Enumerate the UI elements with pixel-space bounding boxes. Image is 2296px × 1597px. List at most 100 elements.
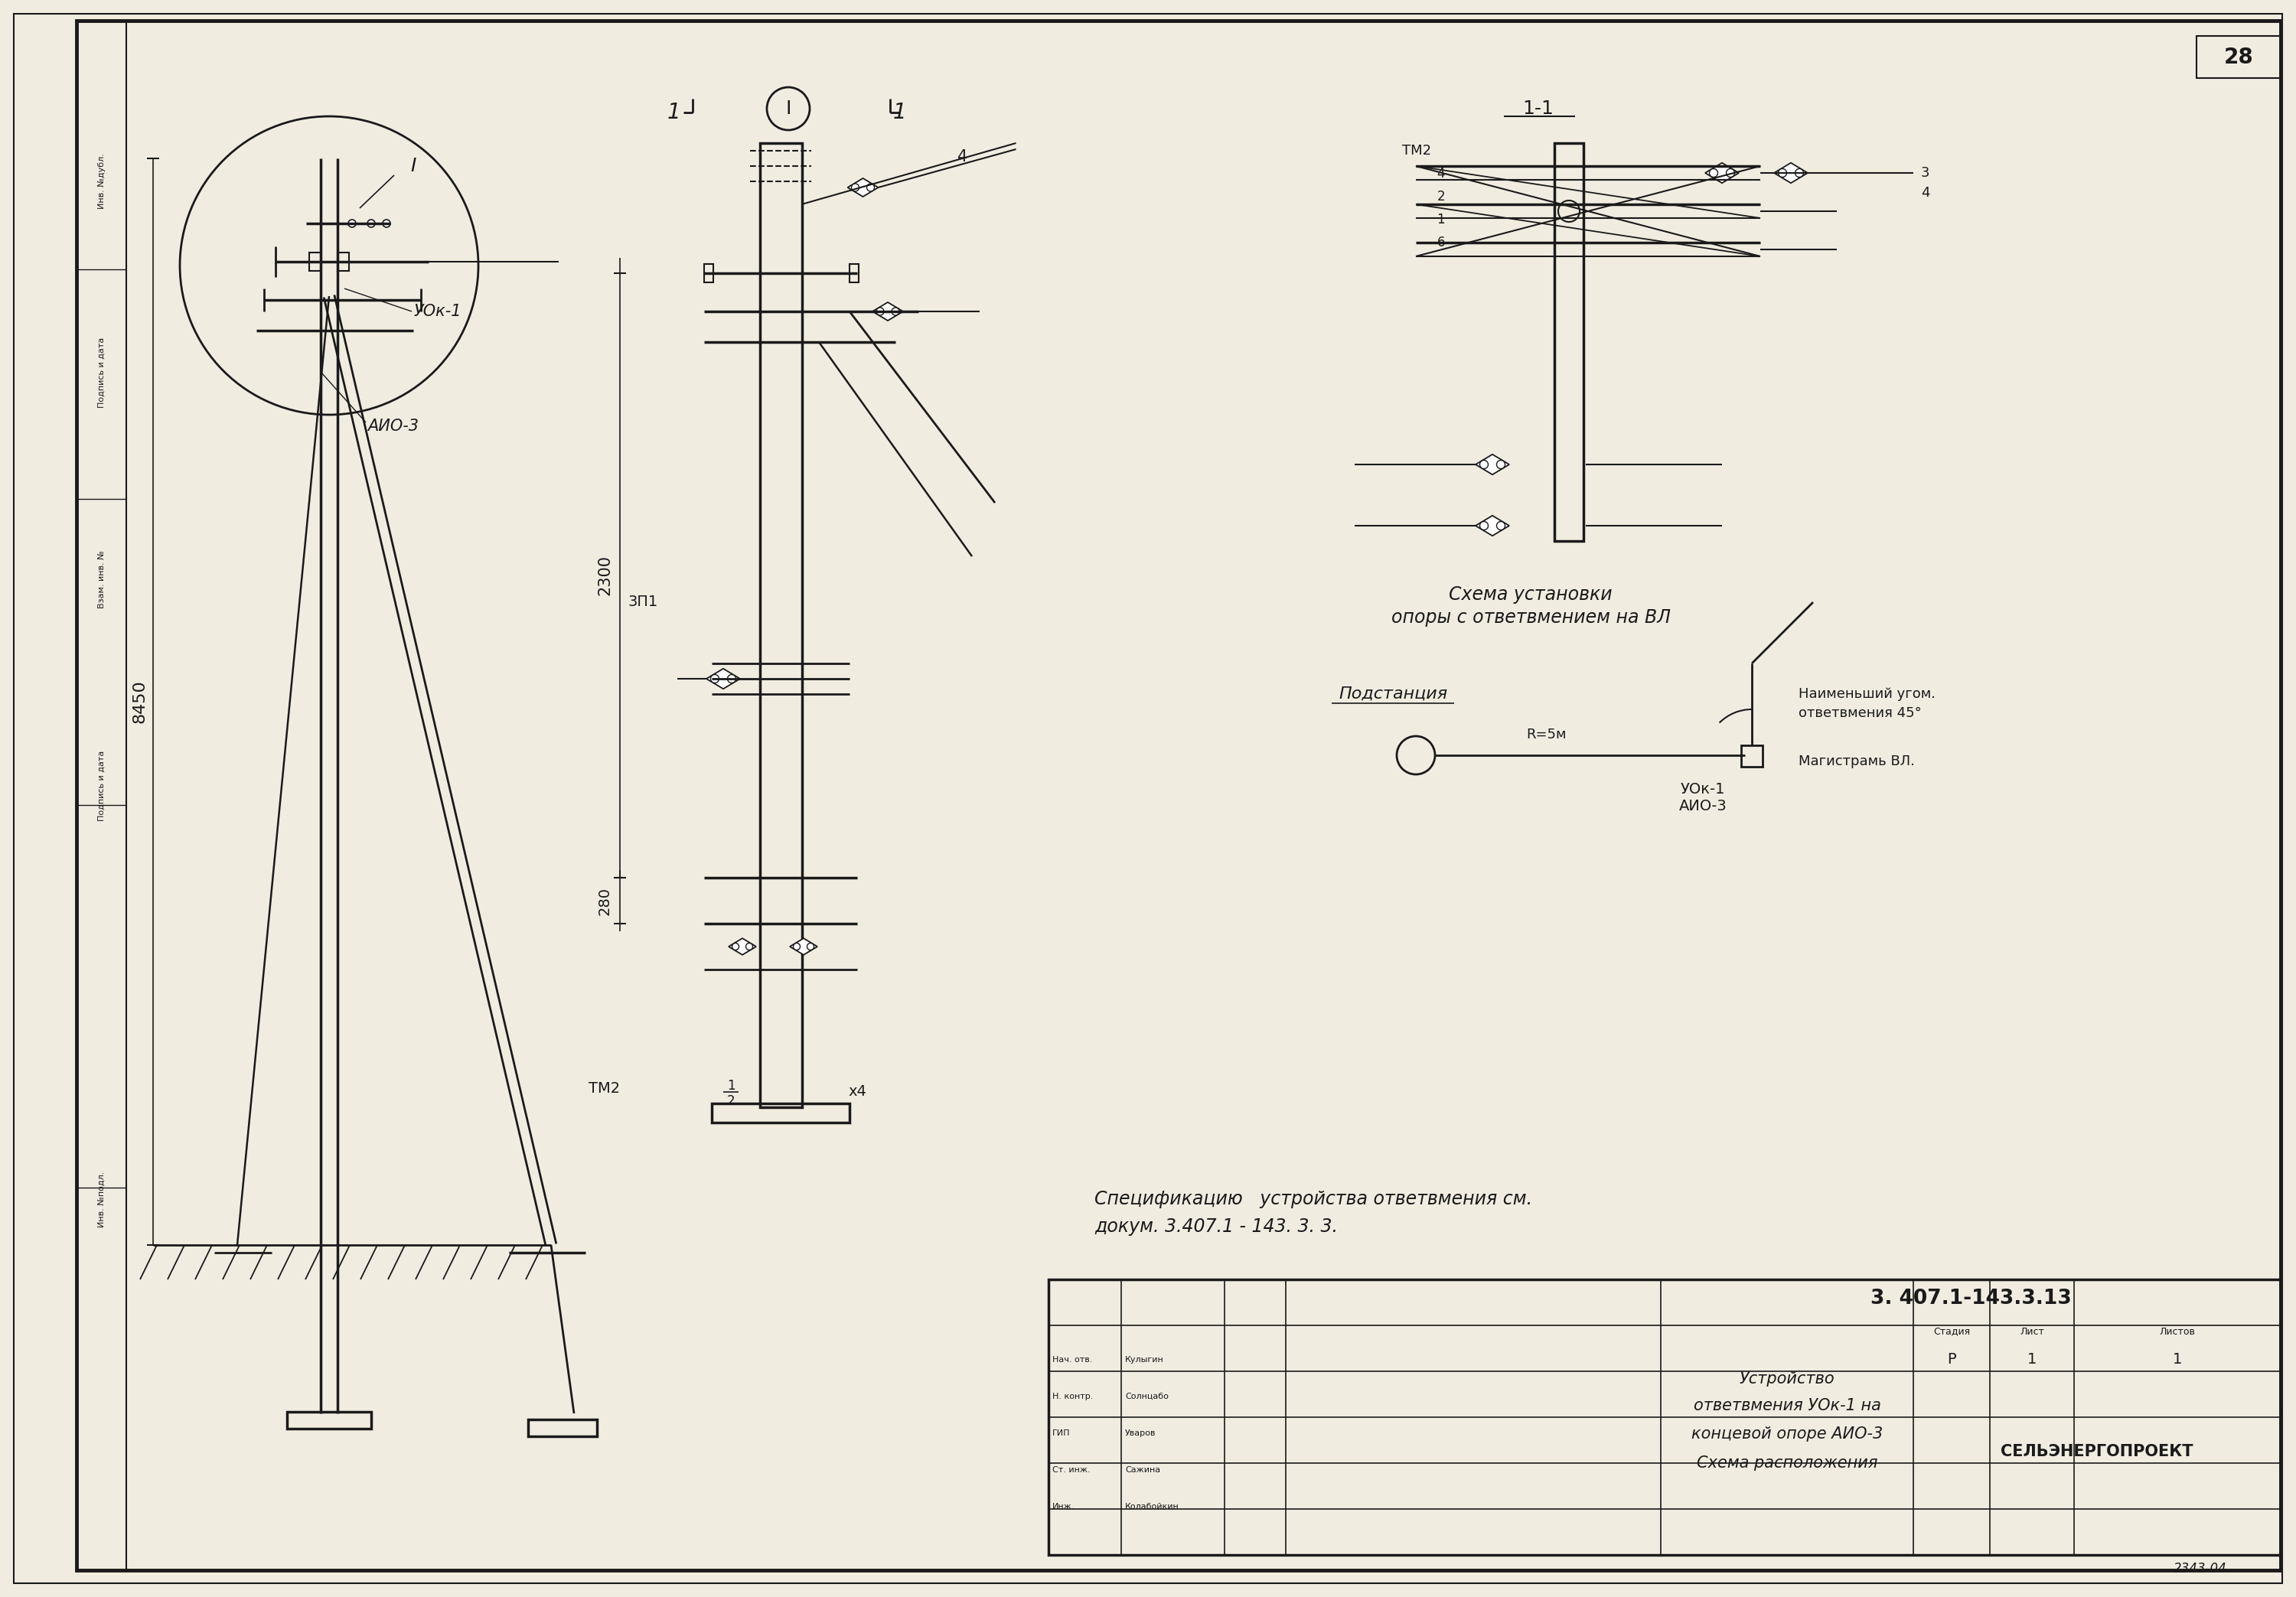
Polygon shape xyxy=(1775,163,1807,184)
Circle shape xyxy=(794,944,799,950)
Text: Кулыгин: Кулыгин xyxy=(1125,1356,1164,1364)
Bar xyxy=(310,252,321,271)
Text: ТМ2: ТМ2 xyxy=(588,1081,620,1096)
Text: 4: 4 xyxy=(957,149,967,164)
Text: Схема расположения: Схема расположения xyxy=(1697,1455,1878,1471)
Bar xyxy=(760,144,801,1107)
Text: опоры с ответвмением на ВЛ: опоры с ответвмением на ВЛ xyxy=(1391,608,1669,626)
Text: R=5м: R=5м xyxy=(1527,728,1566,741)
Text: Подпись и дата: Подпись и дата xyxy=(99,751,106,821)
Text: СЕЛЬЭНЕРГОПРОЕКТ: СЕЛЬЭНЕРГОПРОЕКТ xyxy=(2000,1444,2193,1460)
Text: ГИП: ГИП xyxy=(1052,1429,1070,1437)
Circle shape xyxy=(1777,169,1786,177)
Circle shape xyxy=(746,944,753,950)
Text: Устройство: Устройство xyxy=(1740,1372,1835,1386)
Text: 1-1: 1-1 xyxy=(1522,99,1554,118)
Text: 3П1: 3П1 xyxy=(627,596,657,610)
Text: Сажина: Сажина xyxy=(1125,1466,1159,1474)
Polygon shape xyxy=(847,179,877,196)
Circle shape xyxy=(728,674,735,684)
Text: концевой опоре АИО-3: концевой опоре АИО-3 xyxy=(1692,1426,1883,1442)
Text: 8450: 8450 xyxy=(131,680,147,723)
Circle shape xyxy=(1396,736,1435,775)
Text: Подстанция: Подстанция xyxy=(1339,687,1446,701)
Circle shape xyxy=(767,88,810,129)
Polygon shape xyxy=(707,669,739,688)
Circle shape xyxy=(1497,522,1506,530)
Circle shape xyxy=(1708,169,1717,177)
Text: 1: 1 xyxy=(2027,1353,2037,1367)
Text: 2300: 2300 xyxy=(597,556,613,596)
Text: ответвмения 45°: ответвмения 45° xyxy=(1798,706,1922,720)
Circle shape xyxy=(852,184,859,192)
Text: Листов: Листов xyxy=(2161,1327,2195,1337)
Text: 2: 2 xyxy=(728,1094,735,1108)
Text: 3. 407.1-143.3.13: 3. 407.1-143.3.13 xyxy=(1871,1289,2071,1308)
Polygon shape xyxy=(1706,163,1738,184)
Text: УОк-1: УОк-1 xyxy=(1681,783,1724,797)
Text: Колабойкин: Колабойкин xyxy=(1125,1503,1180,1511)
Circle shape xyxy=(1795,169,1805,177)
Text: Р: Р xyxy=(1947,1353,1956,1367)
Text: Инв. №подл.: Инв. №подл. xyxy=(99,1171,106,1226)
Bar xyxy=(287,1412,372,1429)
Bar xyxy=(2197,37,2280,78)
Text: 3: 3 xyxy=(1922,166,1929,180)
Text: 6: 6 xyxy=(1437,236,1444,249)
Circle shape xyxy=(732,944,739,950)
Text: 1: 1 xyxy=(728,1080,735,1092)
Text: ТМ2: ТМ2 xyxy=(1403,144,1430,158)
Polygon shape xyxy=(872,302,902,321)
Circle shape xyxy=(808,944,813,950)
Circle shape xyxy=(1559,201,1580,222)
Text: 28: 28 xyxy=(2225,46,2252,69)
Circle shape xyxy=(712,674,719,684)
Text: Спецификацию   устройства ответвмения см.: Спецификацию устройства ответвмения см. xyxy=(1095,1190,1531,1209)
Circle shape xyxy=(1479,460,1488,468)
Text: I: I xyxy=(411,157,416,176)
Text: 1: 1 xyxy=(893,102,907,123)
Bar xyxy=(1554,144,1584,541)
Polygon shape xyxy=(1476,455,1508,474)
Text: 280: 280 xyxy=(597,886,611,915)
Bar xyxy=(712,1104,850,1123)
Bar xyxy=(705,264,714,283)
Text: Ⅰ: Ⅰ xyxy=(785,99,792,118)
Bar xyxy=(1049,1279,2280,1555)
Polygon shape xyxy=(790,939,817,955)
Bar xyxy=(338,252,349,271)
Text: Уваров: Уваров xyxy=(1125,1429,1155,1437)
Text: x4: x4 xyxy=(847,1084,866,1099)
Polygon shape xyxy=(1476,516,1508,537)
Circle shape xyxy=(877,308,884,315)
Text: Нач. отв.: Нач. отв. xyxy=(1052,1356,1093,1364)
Bar xyxy=(850,264,859,283)
Text: Инв. №дубл.: Инв. №дубл. xyxy=(99,153,106,209)
Text: Стадия: Стадия xyxy=(1933,1327,1970,1337)
Text: 2343-04: 2343-04 xyxy=(2174,1562,2227,1576)
Text: Солнцабо: Солнцабо xyxy=(1125,1393,1169,1401)
Text: 1: 1 xyxy=(666,102,680,123)
Text: ответвмения УОк-1 на: ответвмения УОк-1 на xyxy=(1694,1397,1880,1413)
Text: АИО-3: АИО-3 xyxy=(367,418,418,434)
Text: Ст. инж.: Ст. инж. xyxy=(1052,1466,1091,1474)
Text: Инж.: Инж. xyxy=(1052,1503,1075,1511)
Text: 1: 1 xyxy=(2172,1353,2181,1367)
Text: 2: 2 xyxy=(1437,190,1444,203)
Text: Лист: Лист xyxy=(2020,1327,2043,1337)
Text: Взам. инв. №: Взам. инв. № xyxy=(99,551,106,608)
Circle shape xyxy=(891,308,900,315)
Circle shape xyxy=(349,220,356,227)
Bar xyxy=(1740,746,1763,767)
Text: Схема установки: Схема установки xyxy=(1449,586,1612,604)
Text: Магистрамь ВЛ.: Магистрамь ВЛ. xyxy=(1798,754,1915,768)
Text: Н. контр.: Н. контр. xyxy=(1052,1393,1093,1401)
Text: Наименьший угом.: Наименьший угом. xyxy=(1798,687,1936,701)
Circle shape xyxy=(1479,522,1488,530)
Polygon shape xyxy=(728,939,755,955)
Circle shape xyxy=(868,184,875,192)
Bar xyxy=(528,1420,597,1436)
Text: АИО-3: АИО-3 xyxy=(1678,798,1727,813)
Text: 4: 4 xyxy=(1922,185,1929,200)
Circle shape xyxy=(383,220,390,227)
